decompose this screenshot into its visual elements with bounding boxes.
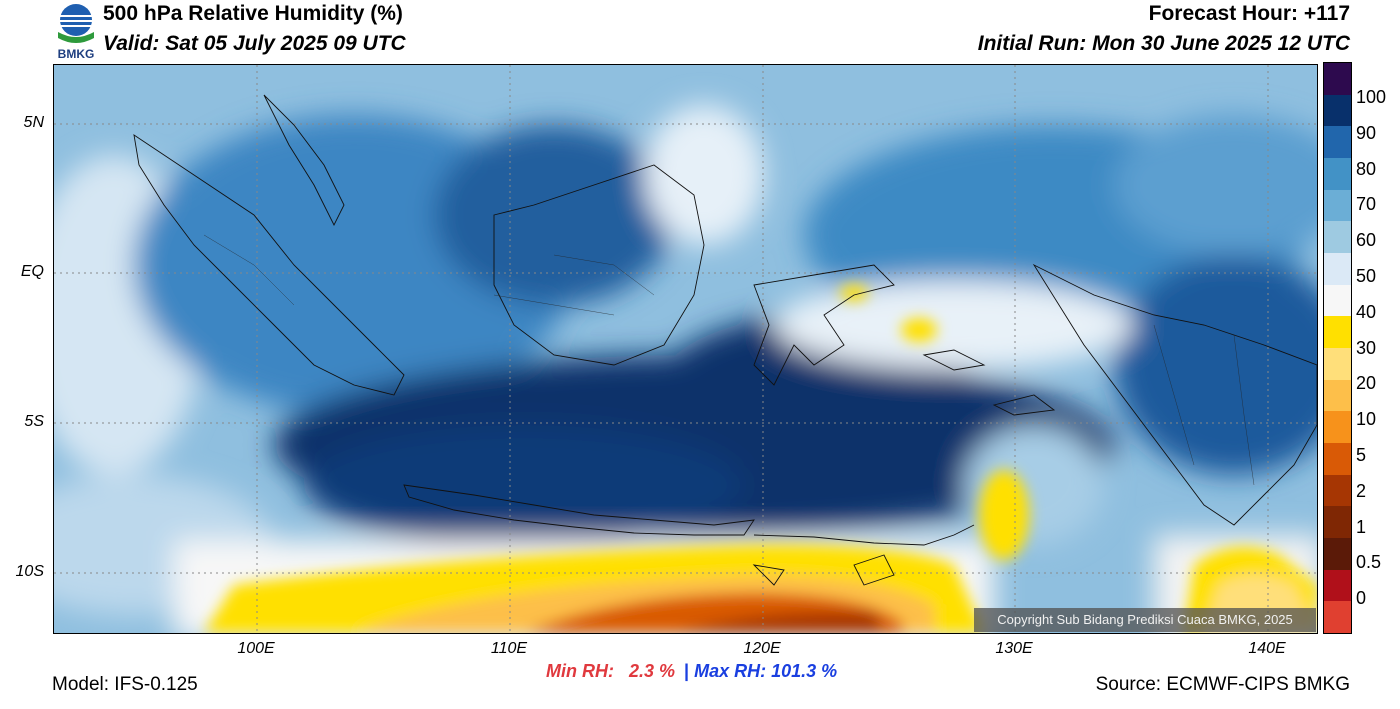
lat-tick: 5S [24,413,44,430]
colorbar-segment [1324,411,1351,444]
lon-tick: 100E [237,640,275,657]
lat-tick: 5N [23,114,44,131]
max-rh-label: Max RH: [694,661,767,681]
copyright-notice: Copyright Sub Bidang Prediksi Cuaca BMKG… [974,608,1316,632]
colorbar-segment [1324,221,1351,254]
valid-time: Valid: Sat 05 July 2025 09 UTC [103,32,406,55]
colorbar-segment [1324,284,1351,317]
colorbar-segment [1324,253,1351,286]
colorbar-label: 50 [1356,266,1377,286]
colorbar-segment [1324,538,1351,571]
source-label: Source: ECMWF-CIPS BMKG [1095,674,1350,695]
colorbar-label: 40 [1356,301,1377,322]
svg-text:BMKG: BMKG [58,47,95,60]
colorbar-label: 0.5 [1356,552,1382,573]
colorbar-segment [1324,189,1351,222]
colorbar-label: 20 [1356,373,1377,394]
colorbar-segment [1324,126,1351,159]
colorbar-segment [1324,158,1351,191]
stats-separator: | [684,661,690,681]
coastlines [133,94,1317,586]
colorbar [1323,62,1352,634]
colorbar-segment [1324,474,1351,507]
colorbar-segment [1324,379,1351,412]
humidity-field [54,105,1317,633]
min-rh-label: Min RH: [546,661,614,681]
colorbar-segment [1324,443,1351,476]
colorbar-segment [1324,506,1351,539]
map-title: 500 hPa Relative Humidity (%) [103,2,403,25]
lon-tick: 120E [743,640,781,657]
lat-tick: EQ [20,263,44,280]
colorbar-label: 10 [1356,409,1377,430]
colorbar-segment [1324,63,1351,96]
max-rh-value: 101.3 % [771,661,838,681]
colorbar-label: 5 [1356,445,1367,465]
initial-run: Initial Run: Mon 30 June 2025 12 UTC [977,32,1350,55]
model-label: Model: IFS-0.125 [52,674,198,695]
forecast-hour: Forecast Hour: +117 [1148,2,1350,25]
lat-tick: 10S [15,563,44,580]
grid-lines [54,65,1317,633]
colorbar-label: 60 [1356,230,1377,251]
colorbar-label: 90 [1356,122,1377,143]
min-rh-value: 2.3 % [629,661,676,681]
lon-tick: 110E [490,640,528,657]
colorbar-segment [1324,569,1351,602]
colorbar-label: 30 [1356,337,1377,358]
colorbar-label: 2 [1356,480,1367,501]
lon-tick: 140E [1248,640,1286,657]
colorbar-label: 100 [1356,87,1387,107]
lon-tick: 130E [995,640,1033,657]
colorbar-segment [1324,316,1351,349]
humidity-map [53,64,1318,634]
colorbar-label: 70 [1356,194,1377,215]
colorbar-segment [1324,94,1351,127]
colorbar-segment [1324,348,1351,381]
colorbar-label: 80 [1356,158,1377,179]
bmkg-logo: BMKG [58,4,95,60]
colorbar-segment [1324,601,1351,634]
colorbar-label: 1 [1356,516,1367,537]
colorbar-label: 0 [1356,588,1367,609]
rh-stats: Min RH: 2.3 % | Max RH: 101.3 % [546,661,837,682]
